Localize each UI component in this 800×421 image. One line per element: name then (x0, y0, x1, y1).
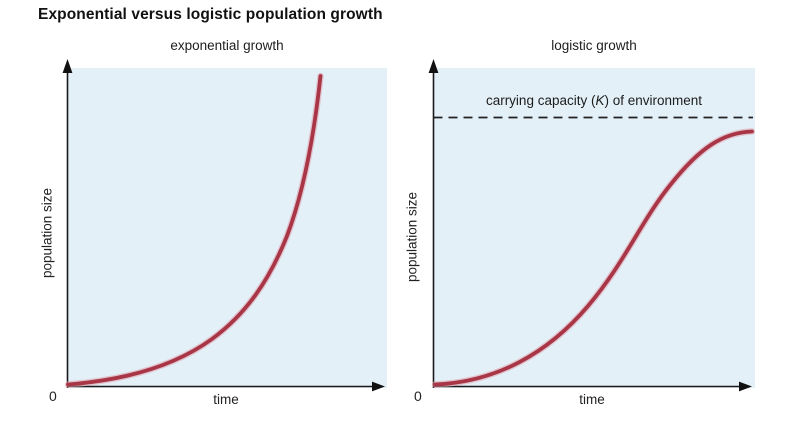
exponential-curve (66, 74, 323, 387)
left-plot-area (67, 68, 387, 388)
carrying-capacity-k-symbol: K (595, 93, 605, 108)
left-chart-title: exponential growth (170, 38, 284, 53)
right-x-axis-arrow-icon (739, 381, 752, 392)
right-x-axis-label: time (579, 392, 605, 407)
carrying-capacity-label: carrying capacity (K) of environment (433, 93, 755, 108)
logistic-curve (433, 129, 754, 387)
left-x-axis-label: time (213, 392, 239, 407)
left-y-axis-arrow-icon (62, 59, 73, 73)
figure-title: Exponential versus logistic population g… (38, 6, 383, 23)
left-y-axis-label: population size (39, 187, 55, 279)
right-plot-area (433, 68, 755, 388)
right-origin-label: 0 (414, 388, 422, 404)
carrying-capacity-label-prefix: carrying capacity ( (485, 93, 596, 108)
right-y-axis-arrow-icon (428, 59, 439, 73)
right-chart-title: logistic growth (551, 38, 637, 53)
left-origin-label: 0 (49, 388, 57, 404)
left-x-axis-arrow-icon (372, 381, 385, 392)
carrying-capacity-label-suffix: ) of environment (604, 93, 703, 108)
right-y-axis-label: population size (404, 191, 420, 283)
